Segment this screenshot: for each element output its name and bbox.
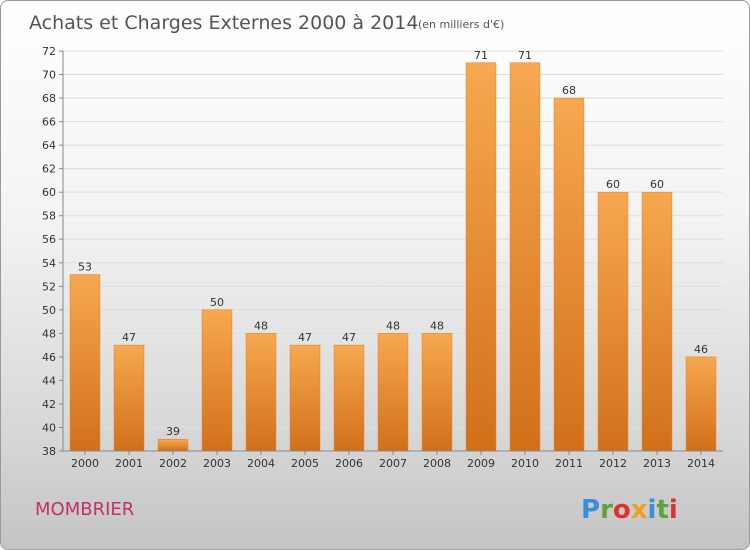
y-tick-label: 70 [42,69,56,82]
chart-title: Achats et Charges Externes 2000 à 2014 [29,12,418,34]
x-tick-label: 2013 [643,457,671,470]
x-tick-label: 2002 [159,457,187,470]
bar-value-label: 48 [430,319,444,332]
bar-2011 [553,97,585,452]
bar-value-label: 60 [650,178,664,191]
y-tick-label: 38 [42,445,56,458]
y-tick-label: 60 [42,186,56,199]
bar-2014 [685,356,717,452]
x-tick-label: 2012 [599,457,627,470]
bar-value-label: 47 [122,331,136,344]
y-tick-label: 56 [42,233,56,246]
logo-letter: o [613,495,631,525]
bar-value-label: 71 [518,49,532,62]
x-tick-label: 2008 [423,457,451,470]
bar-value-label: 60 [606,178,620,191]
bar-2000 [69,274,101,452]
x-tick-label: 2009 [467,457,495,470]
bar-2006 [333,344,365,452]
x-tick-label: 2000 [71,457,99,470]
logo-letter: x [631,495,648,525]
proxiti-logo: Proxiti [581,495,678,525]
bar-value-label: 39 [166,425,180,438]
y-tick-label: 44 [42,374,56,387]
y-tick-label: 48 [42,327,56,340]
y-tick-label: 58 [42,210,56,223]
x-tick-label: 2007 [379,457,407,470]
logo-letter: r [600,495,613,525]
x-tick-label: 2005 [291,457,319,470]
bar-2012 [597,191,629,452]
town-name: MOMBRIER [35,499,134,520]
y-tick-label: 66 [42,116,56,129]
bar-value-label: 68 [562,84,576,97]
chart-unit-label: (en milliers d'€) [418,18,504,31]
bar-value-label: 46 [694,343,708,356]
bar-value-label: 48 [254,319,268,332]
y-tick-label: 40 [42,421,56,434]
logo-letter: P [581,495,600,525]
y-tick-label: 62 [42,163,56,176]
y-tick-label: 42 [42,398,56,411]
bar-2005 [289,344,321,452]
y-tick-label: 54 [42,257,56,270]
bar-2004 [245,333,277,452]
bar-value-label: 47 [342,331,356,344]
bar-2009 [465,62,497,452]
x-tick-label: 2010 [511,457,539,470]
logo-letter: t [656,495,668,525]
logo-letter: i [669,495,678,525]
y-tick-label: 64 [42,139,56,152]
bars: 53 47 39 50 48 47 47 48 48 71 71 68 60 60 46 [69,49,717,452]
bar-2010 [509,62,541,452]
logo-letter: i [648,495,657,525]
bar-value-label: 53 [78,261,92,274]
x-tick-label: 2001 [115,457,143,470]
bar-2003 [201,309,233,452]
bar-2007 [377,333,409,452]
bar-2013 [641,191,673,452]
x-tick-label: 2014 [687,457,715,470]
y-tick-label: 50 [42,304,56,317]
x-tick-label: 2003 [203,457,231,470]
axes: 38 40 42 44 46 48 50 52 54 56 58 60 62 64 66 68 70 72 2000… [42,45,723,470]
bar-value-label: 48 [386,319,400,332]
bar-value-label: 47 [298,331,312,344]
x-tick-label: 2006 [335,457,363,470]
bar-value-label: 50 [210,296,224,309]
x-tick-label: 2004 [247,457,275,470]
y-tick-label: 46 [42,351,56,364]
y-tick-label: 72 [42,45,56,58]
bar-2001 [113,344,145,452]
x-tick-label: 2011 [555,457,583,470]
bar-2002 [157,438,189,452]
bar-2008 [421,333,453,452]
bar-value-label: 71 [474,49,488,62]
y-tick-label: 52 [42,280,56,293]
grid-lines [63,50,723,428]
y-tick-label: 68 [42,92,56,105]
